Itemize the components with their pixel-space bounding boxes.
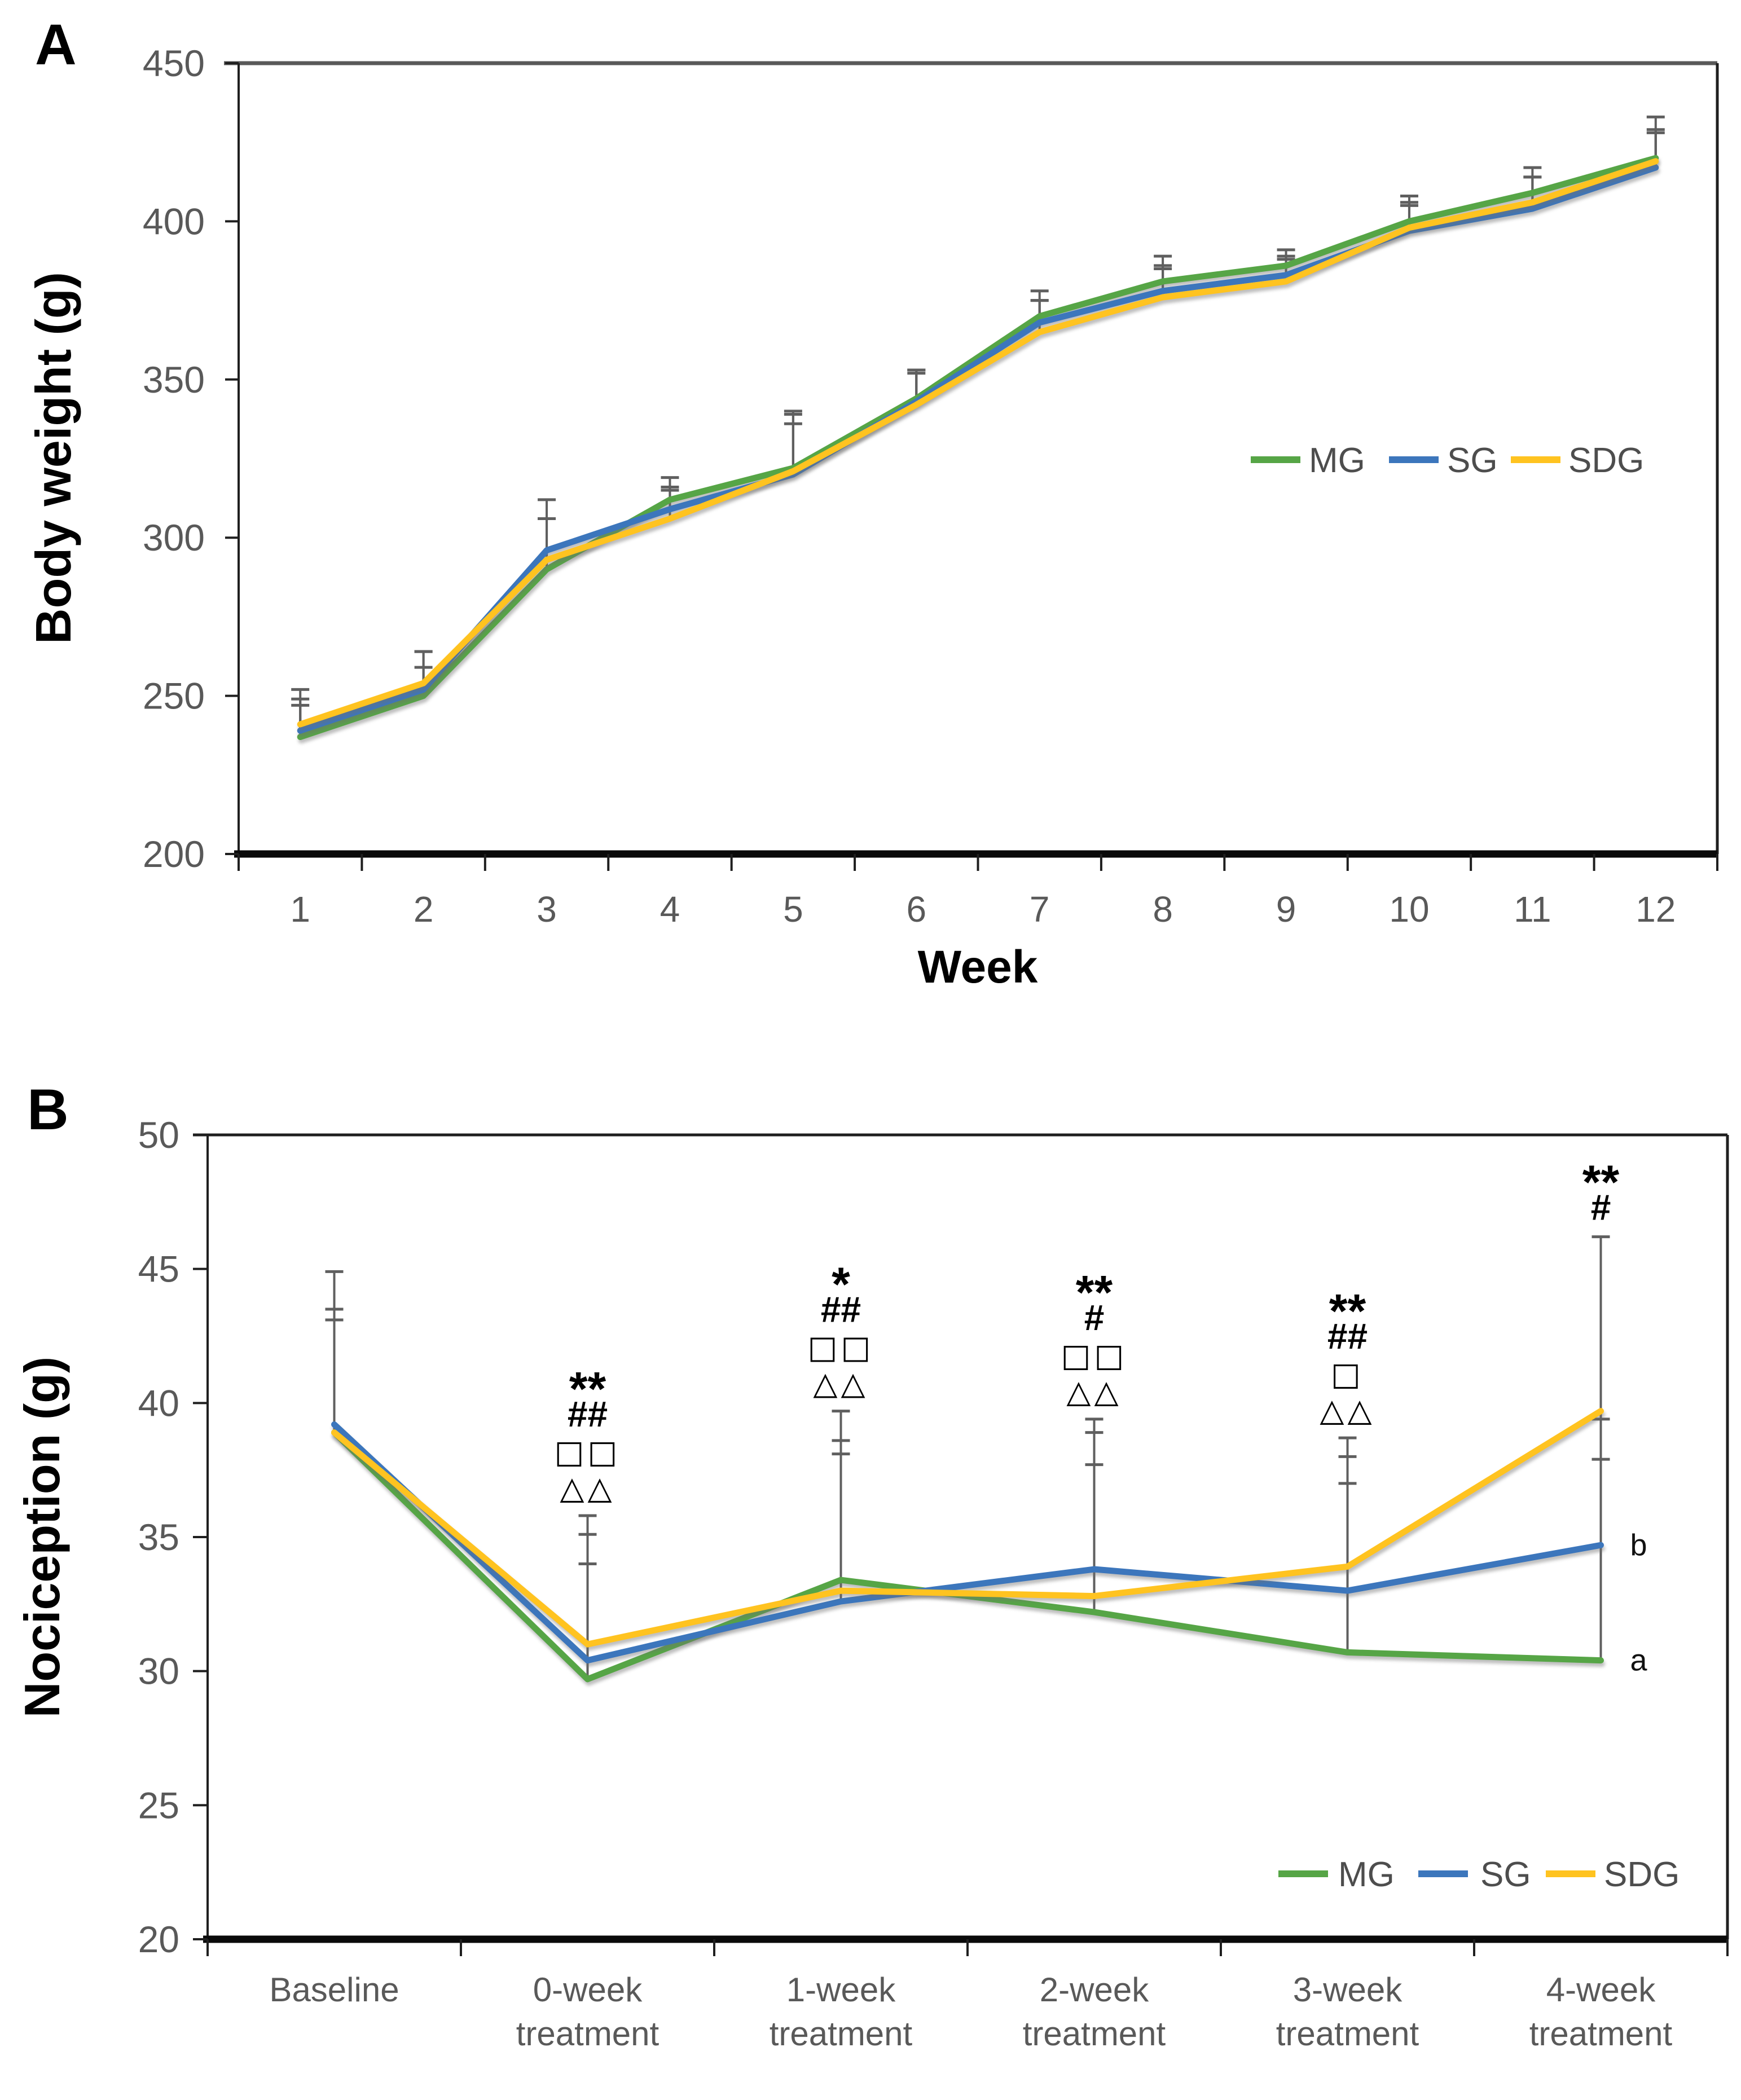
y-tick-label: 40	[138, 1382, 179, 1424]
x-category-label: 12	[1636, 889, 1676, 930]
legend-label-mg: MG	[1309, 441, 1365, 480]
annotation-symbols: △△	[560, 1470, 615, 1507]
chart-B	[193, 1133, 1729, 1956]
annotation-symbols: △△	[1066, 1373, 1122, 1410]
annotation-symbols: □□	[1061, 1337, 1128, 1374]
x-category-label: 2-week	[1040, 1971, 1149, 2009]
y-tick-label: 300	[143, 517, 205, 558]
legend-label-sg: SG	[1447, 441, 1498, 480]
x-category-label: 5	[783, 889, 803, 930]
y-tick-label: 50	[138, 1114, 179, 1156]
annotation-symbols: □□	[808, 1329, 874, 1366]
annotation-asterisks: **	[1076, 1266, 1113, 1319]
series-line-sg	[331, 1421, 1604, 1664]
y-axis-title-body-weight: Body weight (g)	[25, 272, 81, 644]
legend-label-sdg: SDG	[1568, 441, 1644, 480]
annotation-asterisks: **	[1582, 1156, 1620, 1209]
x-category-label: 4-week	[1546, 1971, 1656, 2009]
panel-b-label: B	[27, 1077, 69, 1142]
annotation-asterisks: **	[1329, 1284, 1366, 1337]
y-tick-label: 350	[143, 359, 205, 400]
y-tick-label: 400	[143, 200, 205, 242]
x-category-label: treatment	[1276, 2015, 1419, 2053]
legend-label-sdg: SDG	[1604, 1855, 1680, 1894]
series-line-sg	[297, 164, 1659, 734]
series-line-sdg	[331, 1408, 1604, 1648]
panel-a-label: A	[35, 12, 77, 77]
x-category-label: 0-week	[533, 1971, 643, 2009]
x-category-label: treatment	[516, 2015, 660, 2053]
x-category-label: Baseline	[269, 1971, 399, 2009]
x-category-label: 7	[1030, 889, 1050, 930]
annotation-symbols: □□	[555, 1434, 621, 1471]
y-tick-label: 200	[143, 833, 205, 875]
x-category-label: 3-week	[1293, 1971, 1403, 2009]
x-category-label: 3	[537, 889, 557, 930]
x-axis-title-week: Week	[917, 941, 1038, 993]
point-label-a: a	[1630, 1644, 1648, 1678]
y-tick-label: 20	[138, 1918, 179, 1960]
annotation-asterisks: *	[832, 1258, 850, 1311]
x-category-label: 2	[414, 889, 434, 930]
annotation-hashes: ##	[568, 1394, 608, 1434]
series-line-mg	[331, 1429, 1604, 1683]
chart-A	[224, 61, 1719, 871]
x-category-label: 6	[906, 889, 926, 930]
annotation-symbols: △△	[1320, 1392, 1375, 1429]
y-axis-title-nociception: Nociception (g)	[14, 1356, 70, 1718]
series-line-mg	[297, 155, 1659, 741]
annotation-asterisks: **	[569, 1362, 606, 1415]
annotation-symbols: △△	[813, 1366, 868, 1402]
x-category-label: 8	[1153, 889, 1173, 930]
x-category-label: treatment	[1023, 2015, 1166, 2053]
x-category-label: 1	[290, 889, 310, 930]
point-label-b: b	[1630, 1528, 1647, 1562]
annotation-symbols: □	[1331, 1356, 1364, 1393]
x-category-label: treatment	[770, 2015, 913, 2053]
x-category-label: treatment	[1529, 2015, 1673, 2053]
x-category-label: 11	[1514, 889, 1551, 930]
y-tick-label: 250	[143, 675, 205, 717]
x-category-label: 10	[1389, 889, 1429, 930]
series-line-sdg	[297, 158, 1659, 728]
annotation-hashes: #	[1084, 1297, 1105, 1338]
y-tick-label: 25	[138, 1784, 179, 1826]
annotation-hashes: #	[1591, 1187, 1611, 1228]
annotation-hashes: ##	[821, 1289, 861, 1330]
y-tick-label: 450	[143, 42, 205, 84]
legend-label-mg: MG	[1338, 1855, 1395, 1894]
x-category-label: 1-week	[786, 1971, 896, 2009]
y-tick-label: 45	[138, 1248, 179, 1290]
y-tick-label: 35	[138, 1516, 179, 1558]
x-category-label: 4	[660, 889, 680, 930]
legend-label-sg: SG	[1480, 1855, 1531, 1894]
annotation-hashes: ##	[1327, 1316, 1368, 1357]
y-tick-label: 30	[138, 1650, 179, 1692]
x-category-label: 9	[1276, 889, 1296, 930]
